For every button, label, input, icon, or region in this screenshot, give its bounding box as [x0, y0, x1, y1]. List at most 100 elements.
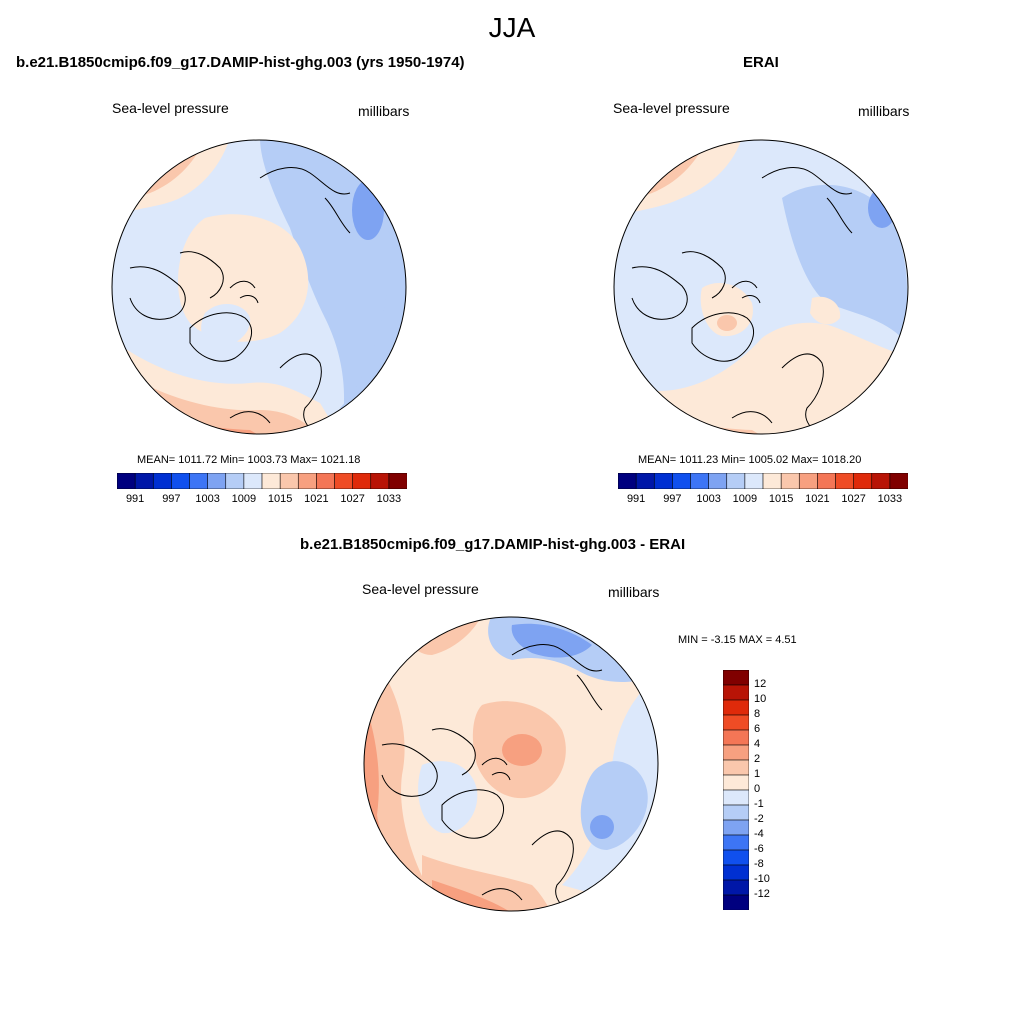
obs-colorbar-tick-label: 997	[663, 493, 682, 505]
model-colorbar-box	[189, 473, 209, 489]
obs-colorbar-tick-label: 991	[626, 493, 646, 505]
obs-colorbar-box	[853, 473, 873, 489]
model-stats: MEAN= 1011.72 Min= 1003.73 Max= 1021.18	[137, 454, 361, 466]
obs-colorbar-box	[635, 473, 655, 489]
diff-colorbar-box	[723, 714, 749, 731]
diff-colorbar-tick-label: 4	[754, 738, 761, 750]
obs-colorbar-box	[871, 473, 891, 489]
obs-colorbar-box	[817, 473, 837, 489]
diff-colorbar-tick-label: -6	[754, 843, 764, 855]
diff-colorbar-box	[723, 849, 749, 866]
diff-colorbar-box	[723, 819, 749, 836]
model-colorbar-box	[152, 473, 172, 489]
diff-variable-label: Sea-level pressure	[362, 581, 479, 597]
obs-colorbar-tick-label: 1009	[732, 493, 758, 505]
obs-colorbar-box	[835, 473, 855, 489]
model-colorbar-tick-label: 1009	[231, 493, 257, 505]
diff-colorbar-box	[723, 729, 749, 746]
model-units-label: millibars	[358, 103, 410, 119]
model-colorbar-tick-label: 1003	[195, 493, 220, 505]
obs-colorbar-box	[744, 473, 764, 489]
model-colorbar-box	[225, 473, 245, 489]
diff-colorbar-box	[723, 670, 749, 686]
model-colorbar-tick-label: 1021	[304, 493, 329, 505]
diff-colorbar-tick-label: -2	[754, 813, 764, 825]
model-variable-label: Sea-level pressure	[112, 100, 229, 116]
diff-colorbar-tick-label: -4	[754, 828, 764, 840]
model-colorbar-tick-label: 991	[125, 493, 145, 505]
diff-colorbar-tick-label: -12	[754, 888, 770, 900]
obs-variable-label: Sea-level pressure	[613, 100, 730, 116]
diff-colorbar-box	[723, 684, 749, 701]
diff-colorbar-tick-label: 10	[754, 693, 767, 705]
figure-title: JJA	[488, 12, 536, 43]
diff-colorbar-tick-label: 8	[754, 708, 761, 720]
diff-colorbar-box	[723, 864, 749, 881]
obs-colorbar-box	[690, 473, 710, 489]
diff-colorbar-box	[723, 699, 749, 716]
diff-polar-map	[363, 616, 659, 912]
obs-colorbar-box	[798, 473, 818, 489]
obs-colorbar-box	[780, 473, 800, 489]
model-colorbar-box	[279, 473, 299, 489]
diff-colorbar-box	[723, 774, 749, 791]
diff-colorbar-tick-label: -8	[754, 858, 764, 870]
diff-colorbar-tick-label: -10	[754, 873, 770, 885]
diff-colorbar-box	[723, 744, 749, 761]
obs-colorbar-box	[889, 473, 908, 489]
model-colorbar-box	[334, 473, 354, 489]
model-panel-title: b.e21.B1850cmip6.f09_g17.DAMIP-hist-ghg.…	[16, 54, 465, 71]
obs-colorbar-box	[726, 473, 746, 489]
diff-colorbar-tick-label: -1	[754, 798, 764, 810]
obs-polar-map	[613, 139, 909, 435]
obs-colorbar-box	[618, 473, 637, 489]
diff-stats: MIN = -3.15 MAX = 4.51	[678, 634, 797, 646]
model-colorbar-box	[134, 473, 154, 489]
model-colorbar-box	[117, 473, 136, 489]
obs-colorbar-tick-label: 1021	[805, 493, 830, 505]
model-colorbar-box	[352, 473, 372, 489]
obs-colorbar-tick-label: 1033	[877, 493, 903, 505]
model-colorbar-box	[297, 473, 317, 489]
model-colorbar-box	[243, 473, 263, 489]
diff-colorbar-tick-label: 12	[754, 678, 767, 690]
diff-colorbar-box	[723, 759, 749, 776]
obs-panel-title: ERAI	[743, 54, 779, 71]
obs-colorbar-tick-label: 1003	[696, 493, 721, 505]
obs-colorbar-tick-label: 1015	[768, 493, 794, 505]
obs-colorbar-box	[762, 473, 782, 489]
model-colorbar-box	[207, 473, 227, 489]
diff-colorbar-box	[723, 879, 749, 896]
model-colorbar-labels: 991 997 1003 1009 1015 1021 1027 1033	[117, 493, 407, 507]
obs-colorbar-tick-label: 1027	[841, 493, 866, 505]
model-colorbar-tick-label: 1027	[340, 493, 365, 505]
model-colorbar-box	[388, 473, 407, 489]
model-colorbar-box	[261, 473, 281, 489]
model-colorbar-tick-label: 997	[162, 493, 181, 505]
diff-colorbar-tick-label: 2	[754, 753, 761, 765]
diff-colorbar-tick-label: 1	[754, 768, 761, 780]
diff-colorbar-tick-label: 0	[754, 783, 761, 795]
diff-colorbar-box	[723, 894, 749, 910]
obs-colorbar	[618, 473, 908, 489]
diff-colorbar-tick-label: 6	[754, 723, 761, 735]
obs-colorbar-labels: 991 997 1003 1009 1015 1021 1027 1033	[618, 493, 908, 507]
model-polar-map	[111, 139, 407, 435]
diff-colorbar-box	[723, 834, 749, 851]
obs-colorbar-box	[708, 473, 728, 489]
diff-colorbar-box	[723, 804, 749, 821]
obs-colorbar-box	[653, 473, 673, 489]
model-colorbar-box	[370, 473, 390, 489]
model-colorbar-box	[171, 473, 191, 489]
model-colorbar-box	[316, 473, 336, 489]
model-colorbar-tick-label: 1033	[376, 493, 402, 505]
obs-stats: MEAN= 1011.23 Min= 1005.02 Max= 1018.20	[638, 454, 862, 466]
model-colorbar-tick-label: 1015	[267, 493, 293, 505]
obs-colorbar-box	[672, 473, 692, 489]
diff-panel-title: b.e21.B1850cmip6.f09_g17.DAMIP-hist-ghg.…	[300, 536, 686, 553]
model-colorbar	[117, 473, 407, 489]
diff-colorbar	[723, 670, 749, 910]
diff-units-label: millibars	[608, 584, 660, 600]
diff-colorbar-box	[723, 789, 749, 806]
obs-units-label: millibars	[858, 103, 910, 119]
